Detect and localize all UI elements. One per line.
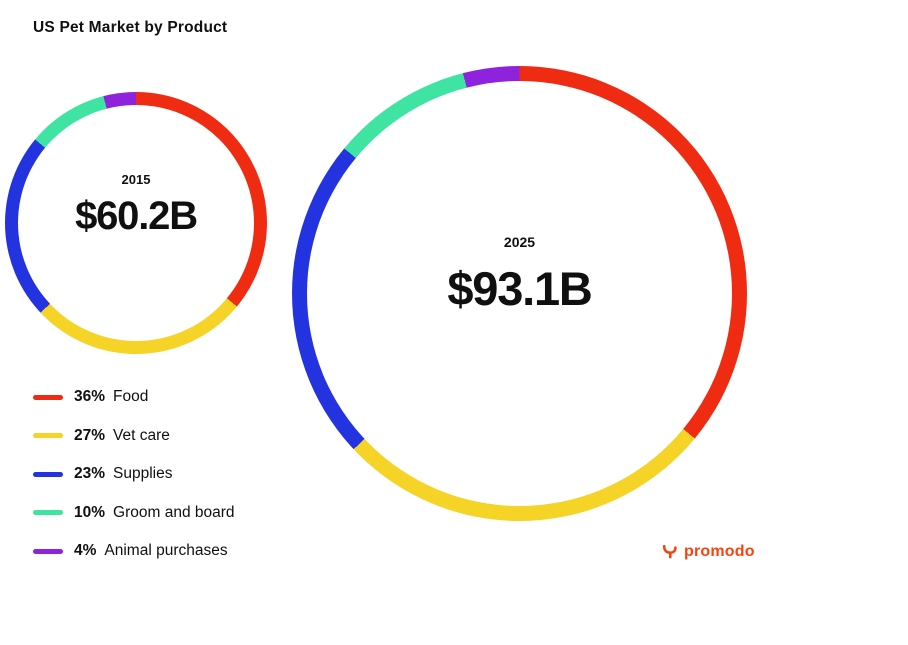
legend-label-supplies: Supplies bbox=[113, 465, 173, 482]
donut-2025-value: $93.1B bbox=[447, 262, 593, 315]
legend-label-food: Food bbox=[113, 388, 149, 405]
promodo-logo: promodo bbox=[662, 543, 755, 561]
donut-2015-hole bbox=[18, 105, 254, 341]
donut-2015: 2015 $60.2B bbox=[5, 92, 267, 354]
legend-percent-animal-purchases: 4% bbox=[74, 542, 97, 559]
legend-percent-supplies: 23% bbox=[74, 465, 106, 482]
legend: 36% Food 27% Vet care 23% Supplies 10% G… bbox=[33, 388, 235, 559]
donut-2025-hole bbox=[307, 81, 732, 506]
legend-item-food: 36% Food bbox=[33, 388, 235, 405]
legend-item-groom-and-board: 10% Groom and board bbox=[33, 503, 235, 521]
legend-item-vet-care: 27% Vet care bbox=[33, 426, 235, 444]
legend-label-animal-purchases: Animal purchases bbox=[104, 542, 228, 559]
legend-swatch-groom-and-board bbox=[33, 510, 63, 515]
donut-2015-year: 2015 bbox=[121, 172, 151, 187]
legend-swatch-animal-purchases bbox=[33, 548, 63, 554]
legend-item-supplies: 23% Supplies bbox=[33, 465, 235, 482]
chart-title: US Pet Market by Product bbox=[33, 19, 228, 36]
legend-swatch-vet-care bbox=[33, 433, 63, 438]
promodo-logo-text: promodo bbox=[684, 543, 755, 560]
donut-2015-value: $60.2B bbox=[75, 194, 198, 238]
legend-percent-groom-and-board: 10% bbox=[74, 503, 106, 521]
donut-2025: 2025 $93.1B bbox=[292, 66, 747, 521]
legend-label-vet-care: Vet care bbox=[113, 426, 170, 444]
donut-2025-year: 2025 bbox=[503, 234, 536, 250]
legend-percent-food: 36% bbox=[74, 388, 106, 405]
legend-swatch-supplies bbox=[33, 471, 63, 477]
legend-swatch-food bbox=[33, 394, 63, 400]
legend-item-animal-purchases: 4% Animal purchases bbox=[33, 542, 235, 559]
donut-2025-label: 2025 $93.1B bbox=[292, 234, 747, 316]
promodo-logo-icon bbox=[662, 544, 679, 560]
donut-2015-label: 2015 $60.2B bbox=[5, 172, 267, 239]
legend-label-groom-and-board: Groom and board bbox=[113, 503, 235, 521]
legend-percent-vet-care: 27% bbox=[74, 426, 106, 444]
